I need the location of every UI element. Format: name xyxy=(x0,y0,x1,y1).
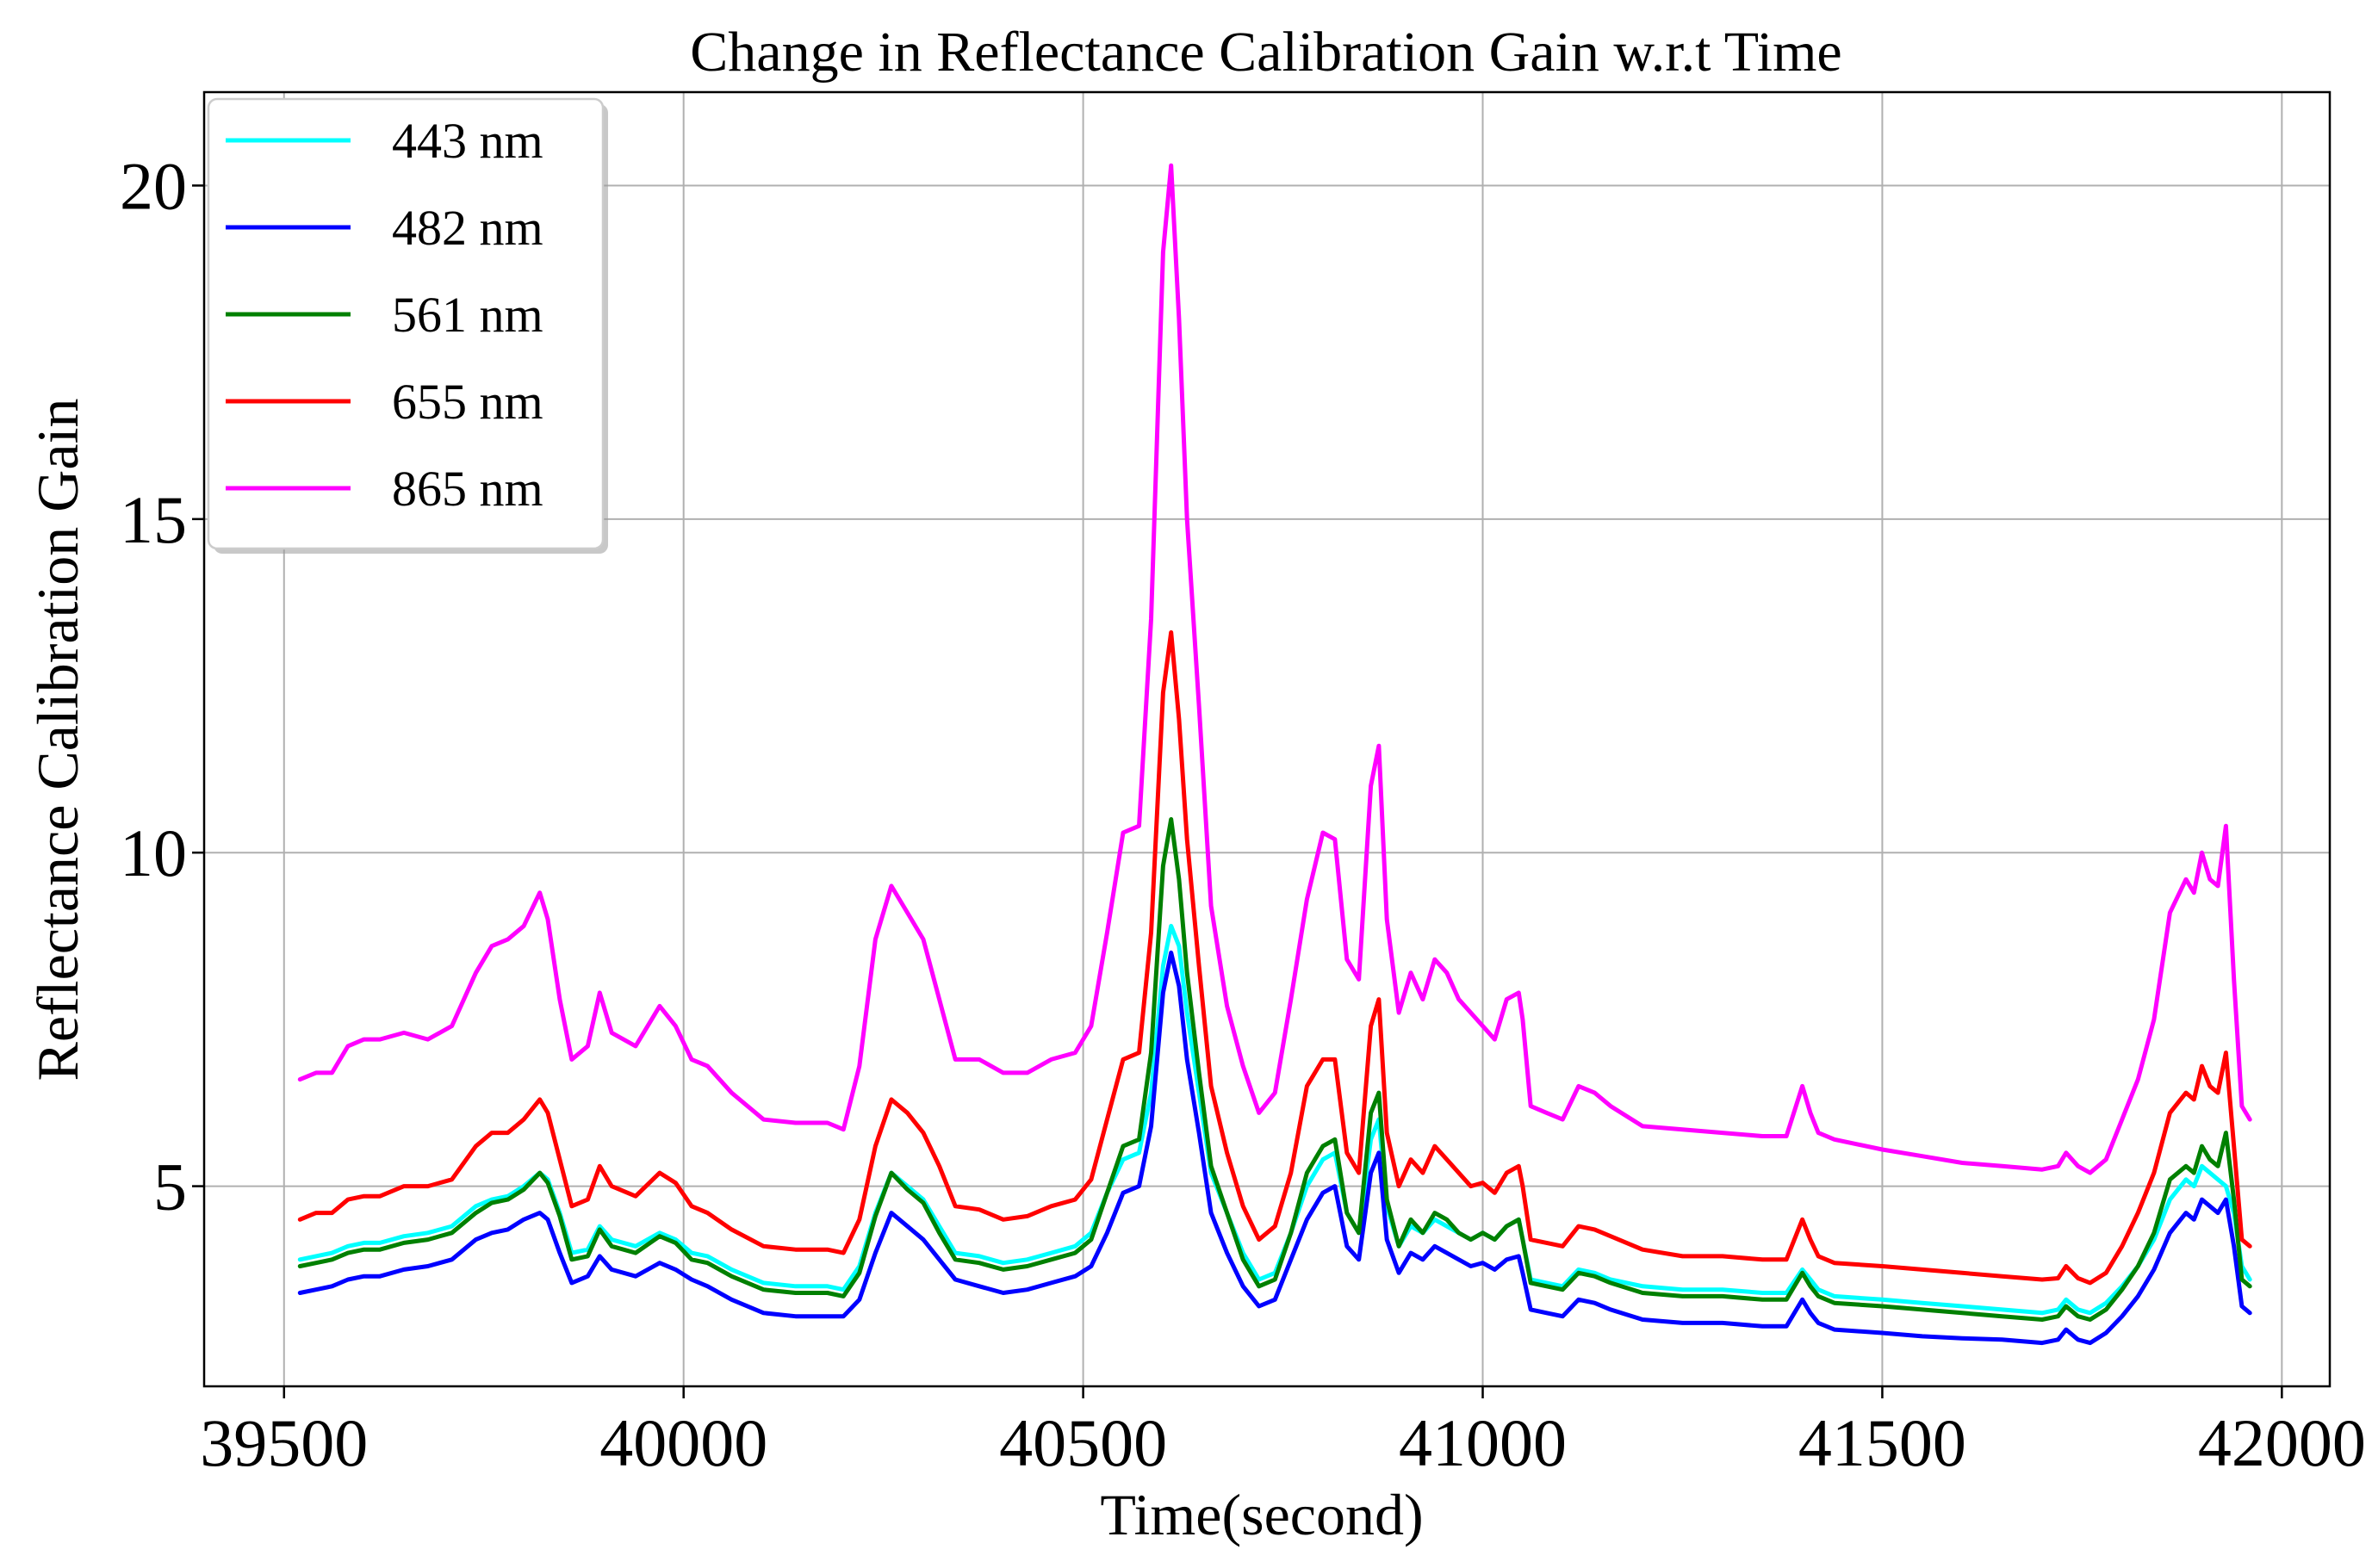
x-tick-label: 40000 xyxy=(599,1405,767,1480)
plot-frame xyxy=(202,90,2332,1388)
y-tick-label: 15 xyxy=(120,482,187,557)
y-tick-label: 5 xyxy=(153,1150,187,1224)
y-axis-label: Reflectance Calibration Gain xyxy=(25,399,90,1081)
axis-ticks: 39500 40000 40500 41000 41500 42000 5 10 15 20 xyxy=(120,148,2366,1480)
y-tick-label: 10 xyxy=(120,815,187,890)
y-tick-label: 20 xyxy=(120,148,187,223)
x-axis-label: Time(second) xyxy=(1100,1482,1423,1547)
legend-items: 443 nm 482 nm 561 nm 655 nm 865 nm xyxy=(226,113,543,517)
legend-label: 561 nm xyxy=(392,287,543,343)
series-lines xyxy=(297,163,2252,1346)
series-line-561-nm xyxy=(297,817,2252,1322)
x-tick-label: 40500 xyxy=(999,1405,1167,1480)
legend-label: 655 nm xyxy=(392,374,543,430)
x-tick-label: 42000 xyxy=(2198,1405,2366,1480)
series-line-482-nm xyxy=(297,950,2252,1346)
series-line-655-nm xyxy=(297,630,2252,1286)
legend: 443 nm 482 nm 561 nm 655 nm 865 nm xyxy=(207,97,608,554)
chart-title: Change in Reflectance Calibration Gain w… xyxy=(690,21,1841,84)
x-tick-label: 41500 xyxy=(1798,1405,1966,1480)
legend-label: 482 nm xyxy=(392,200,543,256)
series-line-865-nm xyxy=(297,163,2252,1175)
legend-label: 865 nm xyxy=(392,461,543,517)
x-tick-label: 39500 xyxy=(200,1405,368,1480)
x-tick-label: 41000 xyxy=(1399,1405,1567,1480)
legend-label: 443 nm xyxy=(392,113,543,169)
legend-frame xyxy=(207,97,605,550)
